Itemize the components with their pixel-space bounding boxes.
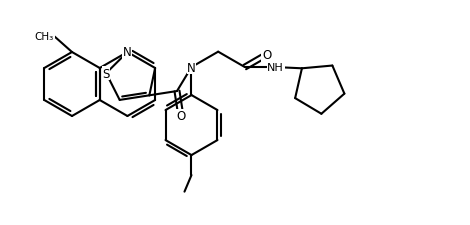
Text: N: N (123, 46, 132, 59)
Text: O: O (262, 49, 271, 62)
Text: O: O (176, 110, 186, 123)
Text: S: S (102, 67, 110, 80)
Text: CH₃: CH₃ (35, 32, 54, 42)
Text: NH: NH (267, 63, 284, 73)
Text: N: N (187, 61, 196, 74)
